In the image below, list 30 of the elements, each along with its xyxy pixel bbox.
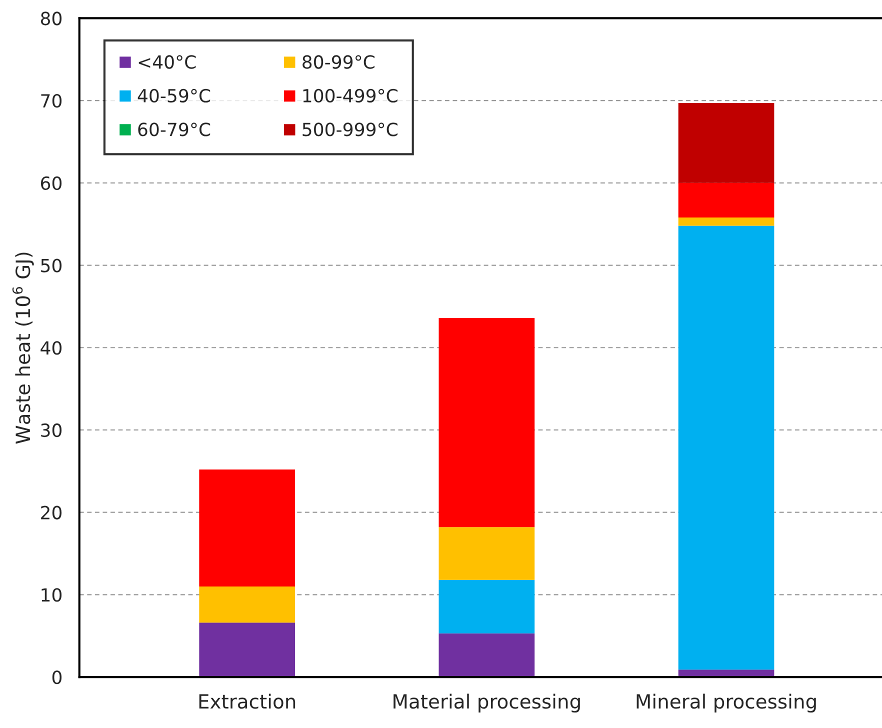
y-tick-label: 60 — [41, 176, 62, 190]
bar — [438, 318, 535, 528]
y-tick-label: 10 — [42, 588, 62, 602]
legend-label: 100-499°C — [303, 88, 398, 103]
bar — [438, 527, 535, 580]
bar — [199, 622, 296, 678]
y-axis-title: Waste heat (10$^{6}$ GJ) — [12, 252, 34, 444]
bar — [438, 580, 535, 634]
legend-label: 40-59°C — [138, 88, 210, 103]
y-tick-label: 80 — [40, 12, 62, 26]
y-tick-label: 30 — [41, 423, 62, 438]
y-tick-label: 50 — [41, 258, 62, 272]
legend-label: 60-79°C — [138, 122, 210, 136]
y-tick-label: 70 — [41, 94, 62, 108]
legend-label: 80-99°C — [302, 55, 374, 69]
bar — [199, 586, 296, 623]
x-tick-label: Mineral processing — [636, 694, 816, 713]
x-tick-label: Material processing — [394, 694, 580, 713]
x-tick-label: Extraction — [199, 694, 296, 709]
y-tick-label: 0 — [52, 670, 62, 684]
legend-label: <40°C — [138, 55, 196, 69]
y-tick-label: 20 — [41, 506, 62, 520]
bar — [678, 226, 774, 670]
bar — [438, 633, 535, 678]
legend-label: 500-999°C — [302, 122, 398, 136]
y-tick-label: 40 — [40, 341, 62, 355]
bar — [678, 182, 774, 218]
bar — [199, 470, 296, 586]
bar — [678, 218, 774, 226]
bar — [678, 103, 774, 183]
